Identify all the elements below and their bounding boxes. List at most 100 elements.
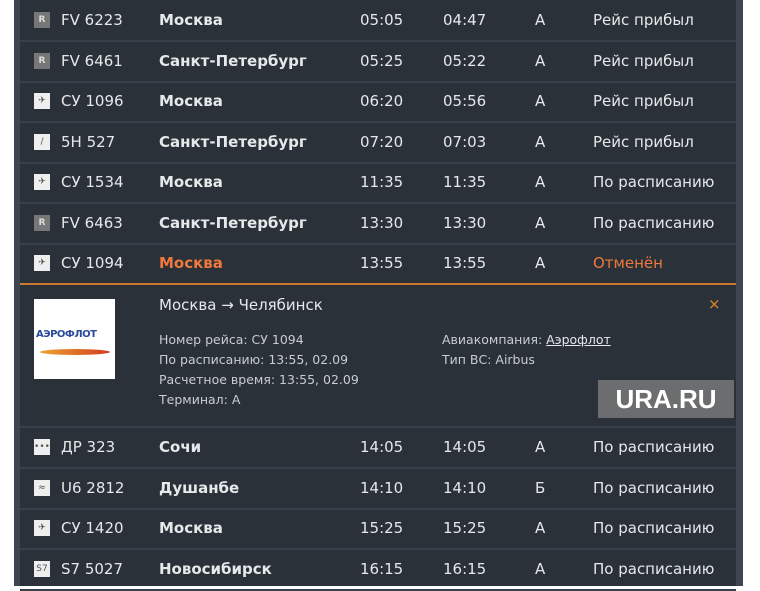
terminal: A bbox=[535, 519, 546, 537]
estimated-time: 13:30 bbox=[443, 213, 487, 232]
flight-number: 5H 527 bbox=[61, 132, 116, 151]
terminal: A bbox=[535, 173, 546, 191]
city: Санкт-Петербург bbox=[159, 51, 307, 70]
city: Москва bbox=[159, 519, 223, 537]
terminal: A bbox=[535, 254, 546, 272]
estimated-time: 16:15 bbox=[443, 559, 487, 578]
city: Москва bbox=[159, 92, 223, 110]
city: Санкт-Петербург bbox=[159, 132, 307, 151]
terminal: A bbox=[535, 213, 546, 232]
city: Новосибирск bbox=[159, 559, 272, 578]
flight-number: СУ 1420 bbox=[61, 519, 124, 537]
status: По расписанию bbox=[593, 559, 715, 578]
terminal: A bbox=[535, 438, 546, 456]
estimated-time: 14:10 bbox=[443, 478, 487, 497]
arrivals-board: АЭРОФЛОТ Москва → Челябинск Номер рейса:… bbox=[20, 0, 736, 591]
airline: Авиакомпания: Аэрофлот bbox=[442, 332, 611, 347]
airline-r-icon: R bbox=[34, 12, 50, 28]
aircraft-type: Тип ВС: Airbus bbox=[442, 352, 535, 367]
status: Рейс прибыл bbox=[593, 11, 694, 29]
status: По расписанию bbox=[593, 478, 715, 497]
scheduled-time: 13:55 bbox=[360, 254, 404, 272]
aeroflot-logo: АЭРОФЛОТ bbox=[34, 299, 115, 379]
flight-number: S7 5027 bbox=[61, 559, 124, 578]
scheduled-time: 14:10 bbox=[360, 478, 404, 497]
estimated-time: 04:47 bbox=[443, 11, 487, 29]
status: По расписанию bbox=[593, 438, 715, 456]
estimated-time: 05:56 bbox=[443, 92, 487, 110]
flight-number: СУ 1096 bbox=[61, 92, 124, 110]
airline-u6-icon: ≈ bbox=[34, 479, 50, 496]
airline-label: Авиакомпания: bbox=[442, 332, 547, 347]
scheduled-time: 11:35 bbox=[360, 173, 404, 191]
flight-number: FV 6461 bbox=[61, 51, 123, 70]
flight-detail-panel: АЭРОФЛОТ Москва → Челябинск Номер рейса:… bbox=[20, 283, 736, 428]
flight-row[interactable]: ✈ СУ 1534 Москва 11:35 11:35 A По расписанию bbox=[20, 162, 736, 204]
city: Москва bbox=[159, 11, 223, 29]
airline-r-icon: R bbox=[34, 214, 50, 231]
city: Москва bbox=[159, 173, 223, 191]
terminal: A bbox=[535, 92, 546, 110]
terminal: A bbox=[535, 11, 546, 29]
close-icon[interactable]: × bbox=[708, 295, 721, 313]
terminal: A bbox=[535, 132, 546, 151]
status: Отменён bbox=[593, 254, 663, 272]
flight-row[interactable]: ✈ СУ 1094 Москва 13:55 13:55 A Отменён bbox=[20, 243, 736, 285]
city: Москва bbox=[159, 254, 223, 272]
estimated-time: 15:25 bbox=[443, 519, 487, 537]
scheduled-time: 15:25 bbox=[360, 519, 404, 537]
flight-number: FV 6223 bbox=[61, 11, 123, 29]
scheduled-time: 13:30 bbox=[360, 213, 404, 232]
flight-row[interactable]: ••• ДР 323 Сочи 14:05 14:05 A По расписанию bbox=[20, 427, 736, 469]
status: По расписанию bbox=[593, 213, 715, 232]
estimated-time: 11:35 bbox=[443, 173, 487, 191]
airline-s7-icon: S7 bbox=[34, 560, 50, 577]
estimated-time: 05:22 bbox=[443, 51, 487, 70]
scheduled-time: 05:05 bbox=[360, 11, 404, 29]
estimated-time: 13:55 bbox=[443, 254, 487, 272]
airline-5h-icon: / bbox=[34, 133, 50, 150]
estimated-time: Расчетное время: 13:55, 02.09 bbox=[159, 372, 359, 387]
estimated-time: 14:05 bbox=[443, 438, 487, 456]
flight-row[interactable]: ≈ U6 2812 Душанбе 14:10 14:10 Б По расписанию bbox=[20, 468, 736, 510]
estimated-time: 07:03 bbox=[443, 132, 487, 151]
flight-row[interactable]: ✈ СУ 1096 Москва 06:20 05:56 A Рейс прибыл bbox=[20, 81, 736, 123]
scheduled-time: 05:25 bbox=[360, 51, 404, 70]
flight-number: СУ 1534 bbox=[61, 173, 124, 191]
status: Рейс прибыл bbox=[593, 51, 694, 70]
status: Рейс прибыл bbox=[593, 92, 694, 110]
terminal: Терминал: A bbox=[159, 392, 241, 407]
aeroflot-icon: ✈ bbox=[34, 174, 50, 190]
scheduled-time: 14:05 bbox=[360, 438, 404, 456]
status: По расписанию bbox=[593, 519, 715, 537]
airline-r-icon: R bbox=[34, 52, 50, 69]
city: Душанбе bbox=[159, 478, 240, 497]
flight-row[interactable]: S7 S7 5027 Новосибирск 16:15 16:15 A По распис… bbox=[20, 549, 736, 591]
terminal: A bbox=[535, 51, 546, 70]
city: Санкт-Петербург bbox=[159, 213, 307, 232]
flight-row[interactable]: / 5H 527 Санкт-Петербург 07:20 07:03 A Рейс пр… bbox=[20, 122, 736, 164]
city: Сочи bbox=[159, 438, 202, 456]
status: Рейс прибыл bbox=[593, 132, 694, 151]
scheduled-time: 16:15 bbox=[360, 559, 404, 578]
airline-dp-icon: ••• bbox=[34, 439, 50, 455]
airline-link[interactable]: Аэрофлот bbox=[546, 332, 611, 347]
scheduled-time: 07:20 bbox=[360, 132, 404, 151]
status: По расписанию bbox=[593, 173, 715, 191]
flight-number: ДР 323 bbox=[61, 438, 116, 456]
flight-row[interactable]: R FV 6223 Москва 05:05 04:47 A Рейс прибыл bbox=[20, 0, 736, 42]
scheduled-time: 06:20 bbox=[360, 92, 404, 110]
terminal: Б bbox=[535, 478, 546, 497]
scheduled-time: По расписанию: 13:55, 02.09 bbox=[159, 352, 349, 367]
flight-row[interactable]: R FV 6461 Санкт-Петербург 05:25 05:22 A Рейс п… bbox=[20, 41, 736, 83]
aeroflot-icon: ✈ bbox=[34, 520, 50, 536]
flight-row[interactable]: ✈ СУ 1420 Москва 15:25 15:25 A По расписанию bbox=[20, 508, 736, 550]
flight-number: U6 2812 bbox=[61, 478, 125, 497]
aeroflot-icon: ✈ bbox=[34, 93, 50, 109]
flight-row[interactable]: R FV 6463 Санкт-Петербург 13:30 13:30 A По рас… bbox=[20, 203, 736, 245]
logo-swoosh bbox=[40, 349, 110, 355]
logo-text: АЭРОФЛОТ bbox=[36, 329, 97, 340]
terminal: A bbox=[535, 559, 546, 578]
flight-number: Номер рейса: СУ 1094 bbox=[159, 332, 304, 347]
flight-number: СУ 1094 bbox=[61, 254, 124, 272]
